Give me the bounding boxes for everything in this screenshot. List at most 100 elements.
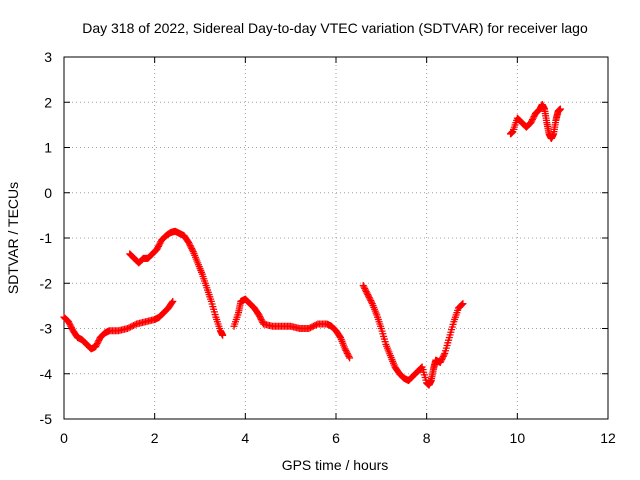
data-point bbox=[126, 323, 134, 331]
data-point bbox=[436, 358, 444, 366]
data-point bbox=[156, 239, 164, 247]
data-point bbox=[66, 321, 74, 329]
data-point bbox=[305, 325, 313, 332]
y-tick-label: -5 bbox=[40, 411, 53, 427]
data-point bbox=[439, 354, 447, 362]
x-tick-label: 6 bbox=[332, 430, 340, 446]
data-point bbox=[360, 283, 368, 291]
y-tick-label: 3 bbox=[44, 49, 52, 65]
data-point bbox=[95, 337, 103, 345]
data-point bbox=[364, 292, 372, 300]
data-point bbox=[65, 318, 73, 326]
data-point bbox=[306, 324, 314, 332]
data-point bbox=[342, 346, 350, 354]
y-axis-label: SDTVAR / TECUs bbox=[5, 182, 21, 294]
data-point bbox=[459, 300, 467, 308]
data-point bbox=[346, 354, 354, 362]
data-point bbox=[527, 119, 535, 127]
x-axis-ticks: 0 2 4 6 8 10 12 bbox=[60, 57, 616, 446]
x-axis-label: GPS time / hours bbox=[282, 457, 389, 473]
data-points bbox=[60, 101, 564, 389]
data-point bbox=[65, 319, 73, 327]
data-point bbox=[309, 322, 317, 330]
y-tick-label: 0 bbox=[44, 185, 52, 201]
data-point bbox=[155, 241, 163, 249]
data-point bbox=[92, 343, 100, 351]
data-point bbox=[364, 291, 372, 299]
data-point bbox=[366, 295, 374, 303]
y-axis-ticks: -5 -4 -3 -2 -1 0 1 2 3 bbox=[40, 49, 608, 427]
y-tick-label: 2 bbox=[44, 94, 52, 110]
y-tick-label: -1 bbox=[40, 230, 53, 246]
data-point bbox=[361, 286, 369, 294]
data-point bbox=[130, 321, 138, 329]
data-point bbox=[362, 288, 370, 296]
data-point bbox=[256, 312, 264, 320]
data-point bbox=[258, 317, 266, 325]
chart-title: Day 318 of 2022, Sidereal Day-to-day VTE… bbox=[82, 20, 588, 36]
x-tick-label: 4 bbox=[241, 430, 249, 446]
data-point bbox=[529, 114, 537, 122]
data-point bbox=[336, 332, 344, 340]
data-point bbox=[186, 242, 194, 250]
data-point bbox=[185, 240, 193, 248]
data-point bbox=[439, 352, 447, 360]
data-point bbox=[341, 345, 349, 353]
data-point bbox=[365, 294, 373, 302]
data-point bbox=[363, 289, 371, 297]
data-point bbox=[257, 315, 265, 323]
data-point bbox=[440, 351, 448, 359]
data-point bbox=[128, 322, 136, 330]
data-point bbox=[530, 113, 538, 121]
data-point bbox=[438, 355, 446, 363]
x-tick-label: 2 bbox=[151, 430, 159, 446]
data-point bbox=[168, 298, 176, 306]
data-point bbox=[308, 323, 316, 331]
data-point bbox=[123, 325, 131, 332]
data-point bbox=[185, 239, 193, 247]
data-point bbox=[457, 301, 465, 309]
data-point bbox=[93, 340, 101, 348]
data-point bbox=[256, 314, 264, 322]
x-tick-label: 8 bbox=[423, 430, 431, 446]
y-tick-label: -3 bbox=[40, 321, 53, 337]
data-point bbox=[345, 352, 353, 360]
data-point bbox=[94, 338, 102, 346]
data-point bbox=[311, 321, 319, 329]
data-point bbox=[67, 322, 75, 330]
data-point bbox=[343, 349, 351, 357]
data-point bbox=[188, 245, 196, 253]
data-point bbox=[528, 117, 536, 125]
data-point bbox=[188, 246, 196, 254]
data-point bbox=[125, 324, 133, 332]
data-point bbox=[187, 243, 195, 251]
data-point bbox=[368, 298, 376, 306]
data-point bbox=[312, 321, 320, 329]
data-point bbox=[437, 357, 445, 365]
x-tick-label: 10 bbox=[510, 430, 526, 446]
data-point bbox=[556, 105, 564, 113]
data-point bbox=[92, 341, 100, 349]
data-point bbox=[255, 311, 263, 319]
y-tick-label: 1 bbox=[44, 140, 52, 156]
data-point bbox=[131, 321, 139, 329]
data-point bbox=[367, 297, 375, 305]
y-tick-label: -4 bbox=[40, 366, 53, 382]
data-point bbox=[154, 244, 162, 252]
data-point bbox=[169, 297, 177, 305]
data-point bbox=[528, 116, 536, 124]
data-point bbox=[153, 245, 161, 253]
data-point bbox=[219, 331, 227, 339]
data-point bbox=[361, 285, 369, 293]
data-point bbox=[154, 242, 162, 250]
y-tick-label: -2 bbox=[40, 275, 53, 291]
data-point bbox=[359, 282, 367, 290]
data-point bbox=[343, 348, 351, 356]
x-tick-label: 0 bbox=[60, 430, 68, 446]
data-point bbox=[344, 351, 352, 359]
data-point bbox=[68, 324, 76, 332]
x-tick-label: 12 bbox=[600, 430, 616, 446]
data-point bbox=[458, 300, 466, 308]
